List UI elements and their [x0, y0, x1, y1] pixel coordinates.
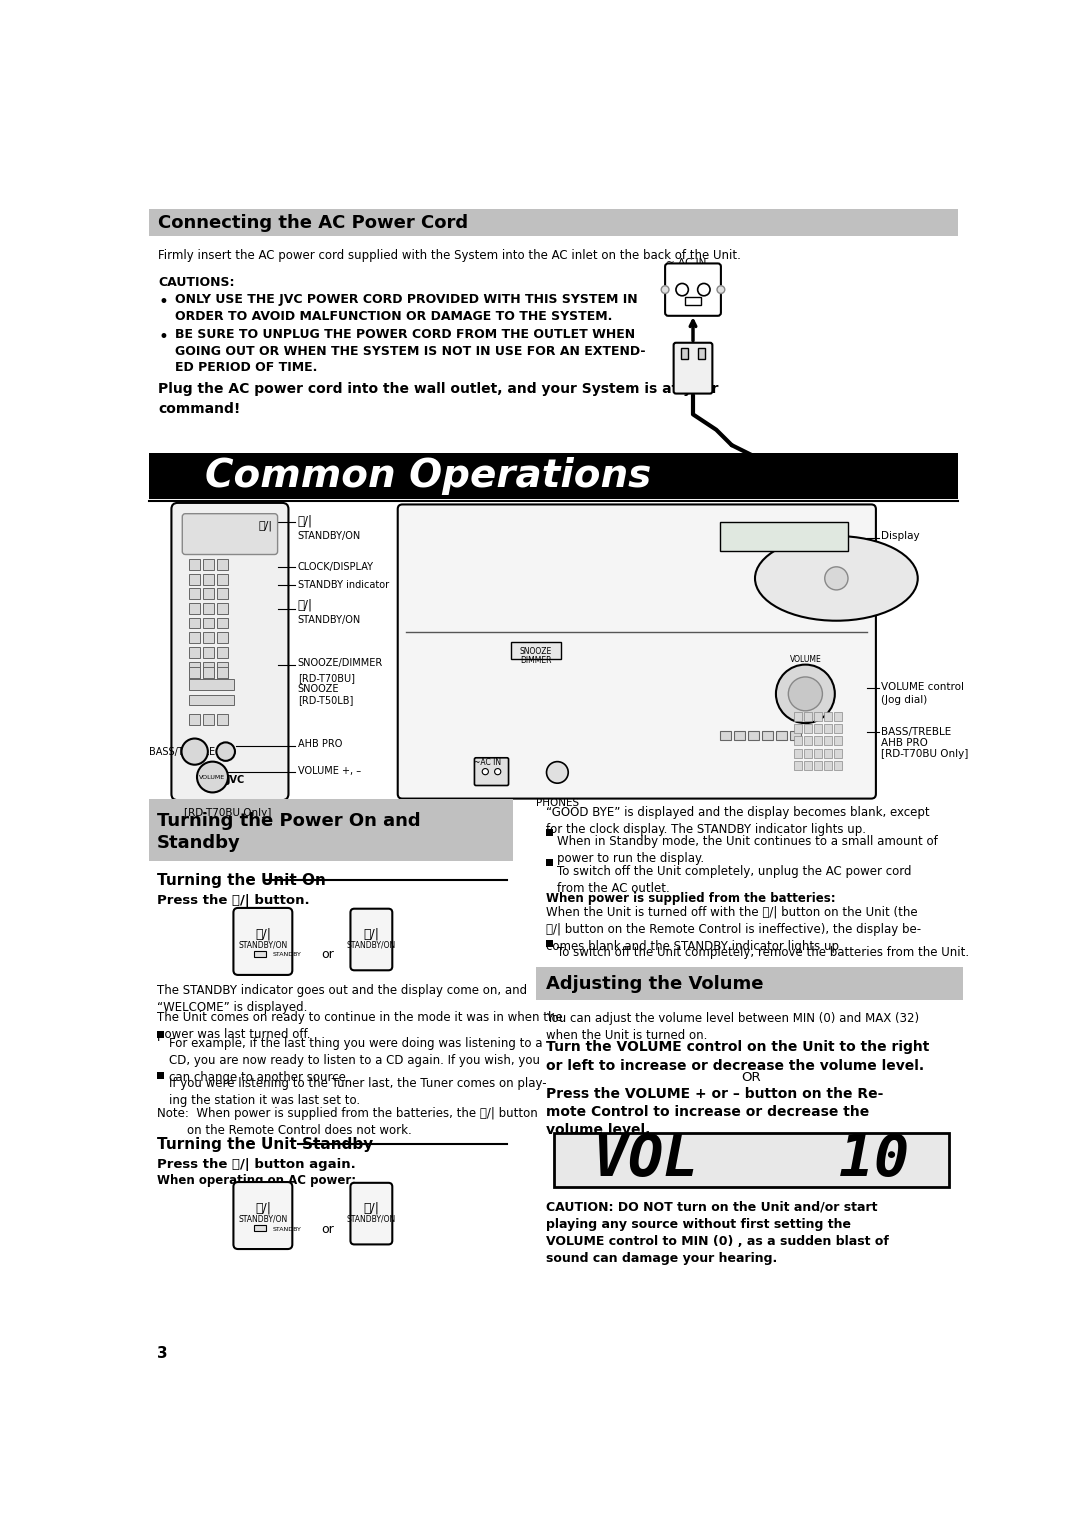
Bar	[254, 950, 266, 957]
Text: When operating on AC power:: When operating on AC power:	[157, 1174, 355, 1187]
Text: BE SURE TO UNPLUG THE POWER CORD FROM THE OUTLET WHEN
GOING OUT OR WHEN THE SYST: BE SURE TO UNPLUG THE POWER CORD FROM TH…	[175, 329, 646, 374]
FancyBboxPatch shape	[183, 513, 278, 555]
Bar	[834, 749, 841, 758]
Bar	[189, 714, 200, 724]
Circle shape	[197, 761, 228, 793]
Bar	[203, 617, 214, 628]
Bar	[794, 712, 801, 721]
Bar	[804, 736, 811, 746]
Bar	[545, 940, 553, 947]
Circle shape	[482, 769, 488, 775]
Bar	[685, 298, 701, 306]
Bar	[748, 730, 759, 740]
Bar	[203, 677, 214, 688]
FancyBboxPatch shape	[474, 758, 509, 785]
Bar	[824, 712, 832, 721]
Text: DIMMER: DIMMER	[519, 656, 552, 665]
FancyBboxPatch shape	[233, 908, 293, 975]
Text: If you were listening to the Tuner last, the Tuner comes on play-
ing the statio: If you were listening to the Tuner last,…	[170, 1077, 546, 1108]
Bar	[189, 680, 234, 691]
Bar	[203, 588, 214, 599]
Bar	[203, 646, 214, 657]
Bar	[834, 724, 841, 733]
Text: •: •	[159, 329, 168, 347]
Text: STANDBY: STANDBY	[272, 1227, 301, 1232]
Text: ~AC IN: ~AC IN	[474, 758, 501, 767]
Text: STANDBY/ON: STANDBY/ON	[298, 616, 361, 625]
Bar	[254, 1225, 266, 1232]
FancyBboxPatch shape	[350, 909, 392, 970]
Text: STANDBY/ON: STANDBY/ON	[298, 530, 361, 541]
Circle shape	[495, 769, 501, 775]
Text: Connecting the AC Power Cord: Connecting the AC Power Cord	[159, 214, 469, 232]
Bar	[189, 677, 200, 688]
Text: The STANDBY indicator goes out and the display come on, and
“WELCOME” is display: The STANDBY indicator goes out and the d…	[157, 984, 527, 1015]
Text: STANDBY/ON: STANDBY/ON	[347, 940, 396, 949]
Bar	[804, 724, 811, 733]
Text: Firmly insert the AC power cord supplied with the System into the AC inlet on th: Firmly insert the AC power cord supplied…	[159, 249, 741, 261]
Bar	[734, 730, 745, 740]
Bar	[149, 452, 958, 500]
Text: VOLUME +, –: VOLUME +, –	[298, 766, 361, 776]
Text: Display: Display	[880, 532, 919, 541]
Bar	[189, 588, 200, 599]
Bar	[189, 646, 200, 657]
FancyBboxPatch shape	[233, 1183, 293, 1248]
Bar	[217, 604, 228, 614]
Bar	[203, 633, 214, 643]
Text: Turning the Unit Standby: Turning the Unit Standby	[157, 1137, 373, 1152]
Bar	[680, 348, 688, 359]
Text: STANDBY/ON: STANDBY/ON	[239, 940, 287, 949]
Bar	[189, 617, 200, 628]
Text: Press the ⓘ/| button.: Press the ⓘ/| button.	[157, 894, 309, 908]
Bar	[794, 761, 801, 770]
Bar	[189, 666, 200, 678]
Bar	[157, 1073, 164, 1079]
Text: ⓘ/|: ⓘ/|	[363, 1201, 379, 1215]
Bar	[794, 749, 801, 758]
Bar	[217, 666, 228, 678]
Bar	[814, 749, 822, 758]
Bar	[762, 730, 773, 740]
Text: STANDBY: STANDBY	[272, 952, 301, 958]
Text: •: •	[159, 293, 168, 312]
Text: ⓘ/|: ⓘ/|	[363, 927, 379, 941]
Text: AHB PRO: AHB PRO	[298, 740, 342, 749]
Text: Turn the VOLUME control on the Unit to the right
or left to increase or decrease: Turn the VOLUME control on the Unit to t…	[545, 1041, 929, 1073]
Ellipse shape	[755, 536, 918, 620]
Bar	[804, 712, 811, 721]
Text: You can adjust the volume level between MIN (0) and MAX (32)
when the Unit is tu: You can adjust the volume level between …	[545, 1012, 919, 1042]
Bar	[824, 724, 832, 733]
Text: ⓘ/|: ⓘ/|	[255, 927, 271, 941]
Text: When power is supplied from the batteries:: When power is supplied from the batterie…	[545, 892, 835, 905]
Text: When the Unit is turned off with the ⓘ/| button on the Unit (the
ⓘ/| button on t: When the Unit is turned off with the ⓘ/|…	[545, 906, 921, 952]
Bar	[824, 736, 832, 746]
Bar	[511, 642, 562, 659]
FancyBboxPatch shape	[397, 504, 876, 799]
Bar	[834, 761, 841, 770]
Text: STANDBY/ON: STANDBY/ON	[239, 1215, 287, 1224]
Text: Turning the Power On and
Standby: Turning the Power On and Standby	[157, 811, 420, 851]
Bar	[814, 712, 822, 721]
Text: The Unit comes on ready to continue in the mode it was in when the
power was las: The Unit comes on ready to continue in t…	[157, 1012, 563, 1041]
Bar	[545, 830, 553, 836]
Bar	[789, 730, 800, 740]
Circle shape	[661, 286, 669, 293]
Text: CLOCK/DISPLAY: CLOCK/DISPLAY	[298, 562, 374, 571]
Text: Turning the Unit On: Turning the Unit On	[157, 872, 325, 888]
Circle shape	[216, 743, 235, 761]
Bar	[834, 736, 841, 746]
Text: To switch off the Unit completely, remove the batteries from the Unit.: To switch off the Unit completely, remov…	[557, 946, 970, 958]
Text: STANDBY/ON: STANDBY/ON	[347, 1215, 396, 1224]
Bar	[794, 736, 801, 746]
FancyBboxPatch shape	[674, 342, 713, 394]
Text: ~ AC IN: ~ AC IN	[666, 258, 706, 267]
Text: VOLUME control: VOLUME control	[880, 683, 963, 692]
Text: Press the ⓘ/| button again.: Press the ⓘ/| button again.	[157, 1158, 355, 1170]
Text: [RD-T70BU Only]: [RD-T70BU Only]	[185, 808, 272, 817]
Bar	[804, 761, 811, 770]
Text: ⓘ/|: ⓘ/|	[255, 1201, 271, 1215]
Text: CAUTION: DO NOT turn on the Unit and/or start
playing any source without first s: CAUTION: DO NOT turn on the Unit and/or …	[545, 1201, 889, 1265]
Text: or: or	[321, 1222, 334, 1236]
Bar	[554, 1132, 948, 1187]
